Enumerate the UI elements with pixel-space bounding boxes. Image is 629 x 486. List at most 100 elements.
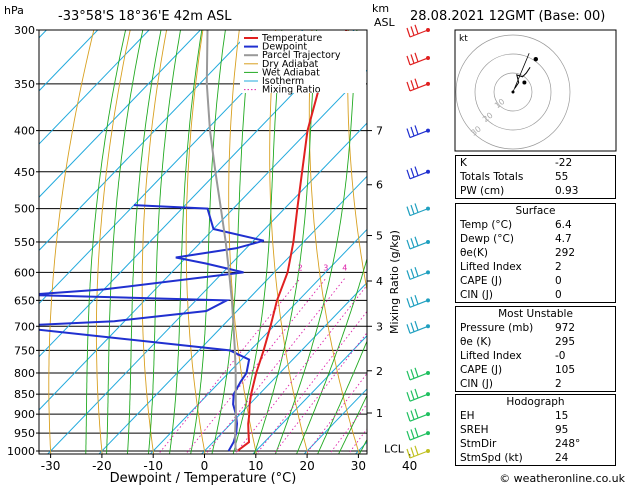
wind-barb-dot bbox=[426, 431, 430, 436]
dry-adiabat-line bbox=[95, 30, 131, 454]
wind-barb-flag bbox=[414, 294, 419, 305]
most-unstable-table: Most Unstable Pressure (mb) 972 θe (K) 295 L… bbox=[455, 306, 616, 392]
legend-entry: Wet Adiabat bbox=[262, 67, 320, 78]
isotherm-line bbox=[149, 228, 367, 454]
surface-value: 6.4 bbox=[555, 219, 572, 231]
wind-barb bbox=[406, 320, 430, 334]
hodograph-param-row: EH 15 bbox=[456, 409, 616, 423]
mixing-ratio-line bbox=[157, 278, 301, 454]
wet-adiabat-line bbox=[338, 394, 367, 454]
hodograph-ring bbox=[455, 34, 571, 150]
surface-label: Dewp (°C) bbox=[460, 233, 514, 245]
wind-barb-flag bbox=[406, 324, 411, 334]
index-row: K -22 bbox=[456, 156, 616, 171]
surface-row: Lifted Index 2 bbox=[456, 260, 616, 274]
hodograph-origin bbox=[511, 90, 515, 94]
most-unstable-value: 2 bbox=[555, 378, 562, 390]
dry-adiabat-line bbox=[308, 30, 360, 454]
mixing-ratio-line bbox=[185, 278, 327, 454]
km-tick-label: 5 bbox=[376, 230, 383, 243]
hodograph-param-value: 15 bbox=[555, 410, 569, 422]
wind-barb-dot bbox=[426, 81, 430, 86]
wind-barb-flag bbox=[410, 296, 415, 306]
legend-entry: Parcel Trajectory bbox=[262, 50, 341, 61]
pressure-tick-label: 750 bbox=[14, 344, 35, 357]
wind-barb-flag bbox=[406, 169, 411, 179]
wind-barb bbox=[406, 52, 430, 66]
wind-barb-dot bbox=[426, 324, 430, 329]
wind-barb-flag bbox=[406, 411, 411, 422]
parcel-trajectory-profile bbox=[205, 30, 239, 452]
hodograph-param-row: StmDir 248° bbox=[456, 437, 616, 451]
mixing-ratio-axis-label: Mixing Ratio (g/kg) bbox=[388, 230, 401, 334]
wind-barb-flag bbox=[414, 203, 419, 213]
hodograph-param-row: StmSpd (kt) 24 bbox=[456, 451, 616, 466]
temperature-tick-label: 10 bbox=[248, 459, 263, 473]
isotherm-line bbox=[303, 388, 367, 454]
wind-barb bbox=[406, 78, 430, 92]
wind-barb-shaft bbox=[409, 393, 429, 402]
hodograph-table: Hodograph EH 15 SREH 95 StmDir 248° StmSpd (kt… bbox=[455, 394, 616, 466]
wind-barb-shaft bbox=[409, 432, 429, 441]
wind-barb-dot bbox=[426, 412, 430, 417]
wet-adiabat-line bbox=[296, 257, 367, 454]
isotherm-line bbox=[98, 175, 367, 454]
isotherm-line bbox=[39, 30, 150, 145]
wind-barb-flag bbox=[414, 166, 419, 176]
wind-barb-flag bbox=[410, 447, 415, 457]
wind-barb-shaft bbox=[409, 29, 429, 38]
wet-adiabat-line bbox=[85, 30, 127, 454]
mixing-ratio-label: 4 bbox=[342, 263, 347, 272]
wind-barb-dot bbox=[426, 392, 430, 397]
wind-barb-flag bbox=[414, 427, 419, 438]
wind-barb bbox=[406, 24, 430, 38]
wind-barb bbox=[406, 203, 430, 217]
most-unstable-row: CIN (J) 2 bbox=[456, 377, 616, 392]
wind-barb bbox=[406, 266, 430, 280]
wind-barb-dot bbox=[426, 128, 430, 133]
legend-entry: Mixing Ratio bbox=[262, 85, 321, 96]
wind-barb-flag bbox=[410, 80, 415, 90]
wind-barb-flag bbox=[410, 410, 415, 420]
hodograph-param-value: 24 bbox=[555, 452, 569, 464]
wind-barb-shaft bbox=[409, 57, 429, 66]
legend-entry: Temperature bbox=[261, 33, 322, 44]
dry-adiabat-line bbox=[141, 30, 168, 454]
isotherm-line bbox=[39, 30, 99, 92]
isotherm-line bbox=[200, 281, 367, 454]
wind-barbs bbox=[406, 24, 430, 459]
copyright-footer: © weatheronline.co.uk bbox=[499, 472, 625, 485]
hodograph-param-label: StmSpd (kt) bbox=[460, 452, 523, 464]
wind-barb-flag bbox=[414, 236, 419, 246]
mixing-ratio-line bbox=[205, 278, 346, 454]
x-axis-label: Dewpoint / Temperature (°C) bbox=[110, 471, 297, 486]
km-unit-label: km bbox=[372, 2, 389, 15]
wind-barb-flag bbox=[406, 370, 411, 381]
wind-barb-flag bbox=[410, 26, 415, 36]
surface-label: θe(K) bbox=[460, 247, 488, 259]
wet-adiabat-line bbox=[126, 30, 162, 454]
wind-barb-flag bbox=[406, 27, 411, 38]
wind-barb-shaft bbox=[409, 130, 429, 139]
wind-barb-dot bbox=[426, 370, 430, 375]
hodograph-param-label: SREH bbox=[460, 424, 489, 436]
temperature-tick-label: 0 bbox=[201, 459, 209, 473]
mixing-ratio-label: 15 bbox=[434, 263, 444, 272]
wet-adiabat-line bbox=[232, 30, 283, 454]
wind-barb-dot bbox=[426, 298, 430, 303]
km-tick-label: 7 bbox=[376, 125, 383, 138]
wind-barb-shaft bbox=[409, 83, 429, 92]
surface-row: CAPE (J) 0 bbox=[456, 274, 616, 288]
surface-table: Surface Temp (°C) 6.4 Dewp (°C) 4.7 θe(K) 292… bbox=[455, 203, 616, 303]
datetime-title: 28.08.2021 12GMT (Base: 00) bbox=[410, 9, 605, 24]
hodograph-param-label: EH bbox=[460, 410, 475, 422]
surface-row: Temp (°C) 6.4 bbox=[456, 218, 616, 232]
pressure-tick-label: 950 bbox=[14, 427, 35, 440]
legend-entry: Isotherm bbox=[262, 76, 304, 87]
wind-barb-shaft bbox=[409, 413, 429, 422]
hodograph-param-label: StmDir bbox=[460, 438, 497, 450]
temperature-profile bbox=[236, 30, 348, 452]
wind-barb-dot bbox=[426, 28, 430, 32]
pressure-tick-label: 500 bbox=[14, 203, 35, 216]
